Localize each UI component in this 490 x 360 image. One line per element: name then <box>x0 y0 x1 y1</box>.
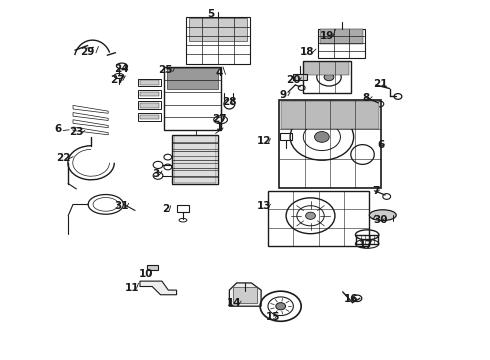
Text: 14: 14 <box>227 298 242 308</box>
Ellipse shape <box>369 210 396 221</box>
Text: 8: 8 <box>363 93 370 103</box>
Text: 4: 4 <box>216 68 223 78</box>
Circle shape <box>315 131 329 142</box>
Text: 3: 3 <box>152 168 160 179</box>
Text: 27: 27 <box>212 114 227 124</box>
Text: 11: 11 <box>124 283 139 293</box>
Bar <box>173 136 216 183</box>
Bar <box>140 92 159 96</box>
Bar <box>164 67 220 130</box>
Text: 5: 5 <box>207 9 215 19</box>
Bar <box>172 135 218 184</box>
Text: 1: 1 <box>216 122 223 132</box>
Text: 15: 15 <box>266 312 281 322</box>
Bar <box>318 29 365 58</box>
Bar <box>140 115 159 119</box>
Bar <box>303 61 350 93</box>
Text: 27: 27 <box>110 75 124 85</box>
Bar <box>280 134 293 140</box>
Text: 6: 6 <box>377 140 385 150</box>
Text: 10: 10 <box>139 269 153 279</box>
Text: 2: 2 <box>162 204 170 215</box>
Text: 31: 31 <box>115 201 129 211</box>
Polygon shape <box>140 281 176 295</box>
Bar <box>186 17 250 64</box>
Text: 25: 25 <box>159 64 173 75</box>
Bar <box>269 191 368 246</box>
Text: 16: 16 <box>344 294 359 304</box>
Bar <box>320 30 363 44</box>
Bar <box>167 68 218 89</box>
Circle shape <box>276 303 286 310</box>
Text: 23: 23 <box>69 127 84 137</box>
Text: 21: 21 <box>373 79 388 89</box>
Bar <box>138 90 161 98</box>
Bar <box>304 62 349 76</box>
Text: 20: 20 <box>286 75 300 85</box>
Bar <box>140 80 159 85</box>
Text: 7: 7 <box>372 186 380 197</box>
Text: 17: 17 <box>359 240 373 250</box>
Text: 22: 22 <box>56 153 71 163</box>
Bar <box>138 113 161 121</box>
Bar <box>293 74 307 80</box>
Text: 24: 24 <box>115 64 129 74</box>
Bar <box>138 78 161 86</box>
Text: 9: 9 <box>280 90 287 100</box>
Text: 30: 30 <box>373 215 388 225</box>
Text: 6: 6 <box>55 124 62 134</box>
Text: 19: 19 <box>320 31 334 41</box>
Bar <box>140 103 159 108</box>
Bar <box>281 101 379 129</box>
Bar <box>138 102 161 109</box>
Bar <box>356 235 378 244</box>
Text: 13: 13 <box>256 201 271 211</box>
Bar <box>189 18 247 41</box>
Text: 18: 18 <box>300 46 315 57</box>
Circle shape <box>306 212 316 219</box>
Bar <box>233 287 257 303</box>
Circle shape <box>324 73 334 81</box>
Bar <box>147 265 158 270</box>
Polygon shape <box>229 283 261 306</box>
Text: 28: 28 <box>222 97 237 107</box>
Text: 29: 29 <box>80 46 95 57</box>
Bar <box>176 205 189 212</box>
Text: 12: 12 <box>256 136 271 146</box>
Bar <box>279 100 381 188</box>
